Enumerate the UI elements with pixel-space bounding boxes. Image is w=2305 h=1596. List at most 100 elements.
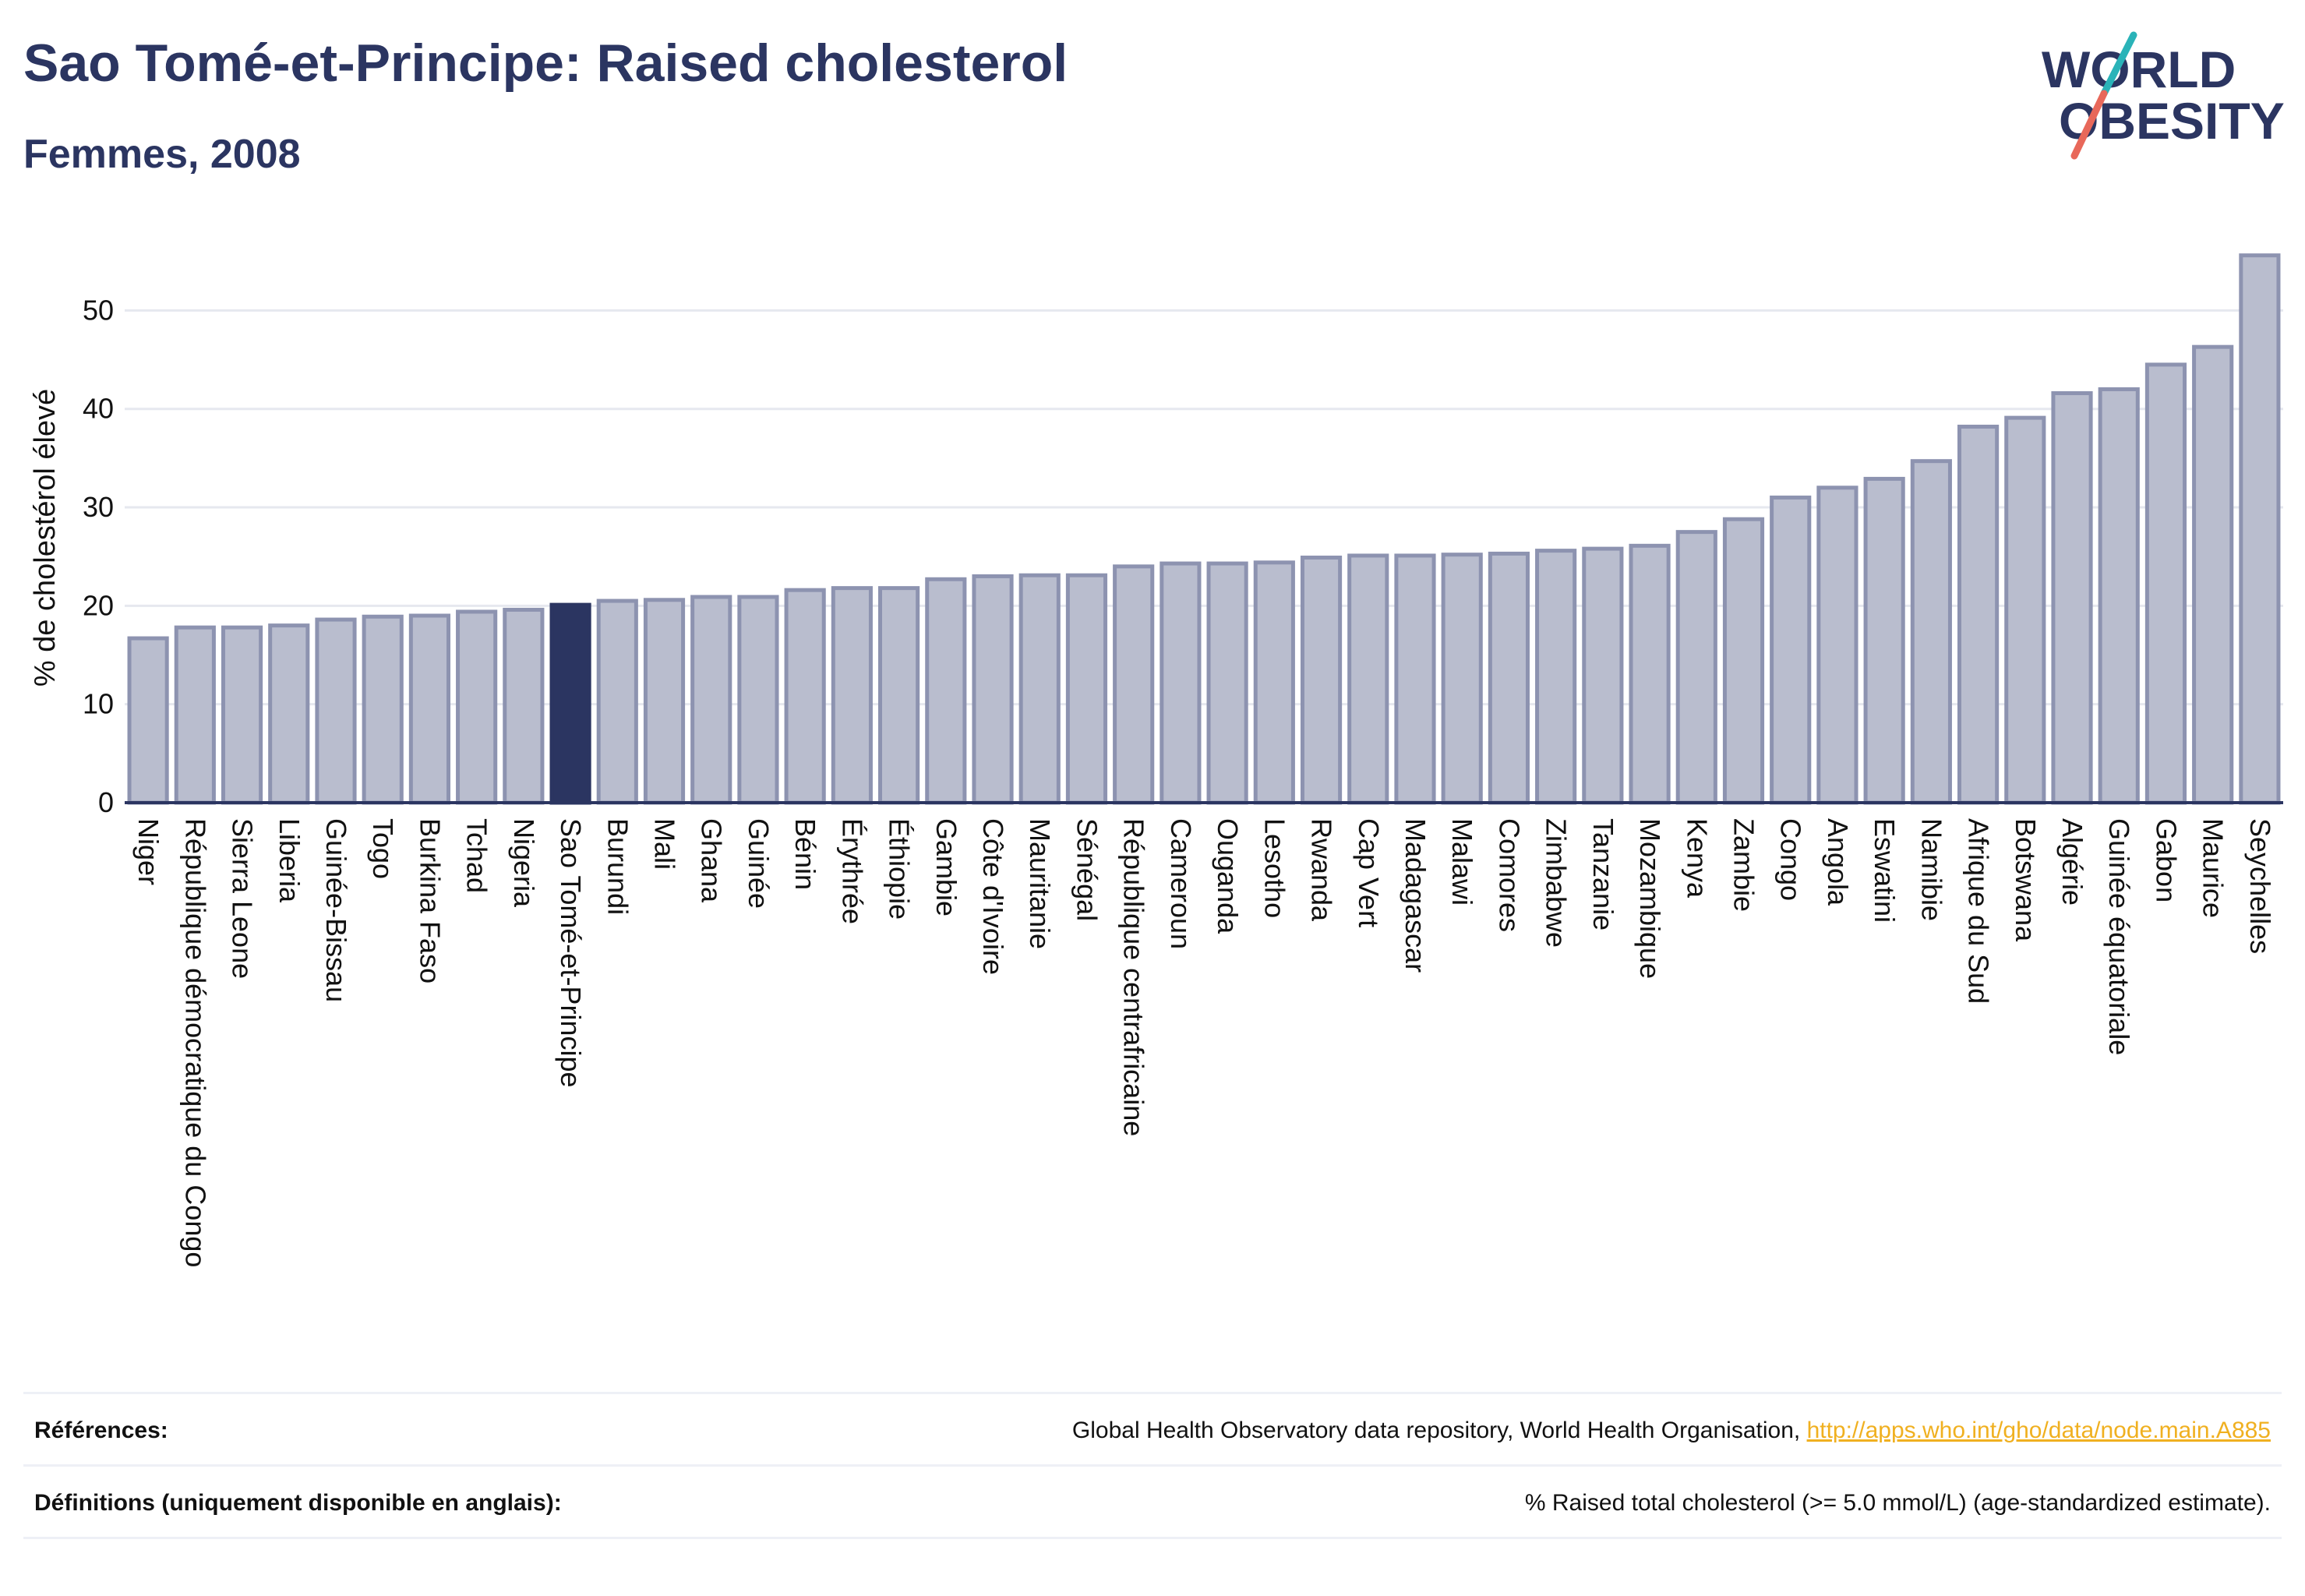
bar bbox=[1206, 561, 1248, 805]
y-tick-label: 0 bbox=[98, 786, 114, 818]
x-tick-label: Afrique du Sud bbox=[1963, 818, 1995, 1004]
bar bbox=[2192, 344, 2234, 805]
bar bbox=[690, 595, 732, 805]
bar bbox=[1065, 573, 1108, 805]
x-tick-label: Ghana bbox=[696, 818, 728, 903]
x-tick-label: Botswana bbox=[2010, 818, 2042, 942]
bar bbox=[1675, 530, 1717, 805]
references-link[interactable]: http://apps.who.int/gho/data/node.main.A… bbox=[1806, 1418, 2271, 1443]
bar bbox=[174, 625, 216, 805]
x-tick-label: Kenya bbox=[1681, 818, 1713, 899]
x-tick-label: Rwanda bbox=[1306, 818, 1338, 922]
bar bbox=[2098, 387, 2140, 805]
bar-chart: 0 10 20 30 40 50 Niger République démocratique… bbox=[29, 253, 2283, 1267]
x-tick-label: Niger bbox=[132, 818, 164, 885]
bar bbox=[1770, 495, 1812, 805]
bar bbox=[972, 574, 1014, 805]
bar bbox=[1253, 560, 1295, 805]
x-tick-label: Cameroun bbox=[1165, 818, 1197, 949]
x-tick-label: Gambie bbox=[930, 818, 962, 916]
references-table: Références: Global Health Observatory da… bbox=[23, 1392, 2282, 1539]
bar bbox=[1629, 543, 1671, 805]
x-tick-label: Guinée-Bissau bbox=[320, 818, 352, 1002]
y-tick-label: 20 bbox=[83, 589, 114, 621]
bar bbox=[2144, 362, 2187, 805]
x-tick-label: Ouganda bbox=[1212, 818, 1244, 934]
bar bbox=[1394, 553, 1436, 805]
x-tick-label: Nigeria bbox=[508, 818, 540, 908]
bar bbox=[1300, 555, 1343, 805]
x-axis-labels: Niger République démocratique du Congo Sie… bbox=[132, 818, 2276, 1267]
y-axis-label: % de cholestérol élevé bbox=[29, 389, 62, 687]
bar bbox=[1863, 476, 1905, 805]
definitions-label: Définitions (uniquement disponible en an… bbox=[34, 1490, 562, 1516]
bar bbox=[1816, 486, 1858, 805]
x-tick-label: Malawi bbox=[1446, 818, 1478, 906]
x-tick-label: Tchad bbox=[461, 818, 493, 893]
y-tick-label: 30 bbox=[83, 491, 114, 523]
bar bbox=[503, 607, 545, 805]
references-value: Global Health Observatory data repositor… bbox=[1072, 1414, 2271, 1447]
x-tick-label: Gabon bbox=[2150, 818, 2182, 902]
x-tick-label: Seychelles bbox=[2244, 818, 2276, 954]
x-tick-label: Zambie bbox=[1728, 818, 1760, 912]
bar bbox=[1535, 549, 1577, 805]
x-tick-label: Guinée bbox=[743, 818, 775, 909]
x-tick-label: Mali bbox=[649, 818, 681, 870]
x-tick-label: Burundi bbox=[602, 818, 634, 915]
x-tick-label: Congo bbox=[1775, 818, 1807, 901]
bar bbox=[2051, 391, 2093, 805]
bar bbox=[1347, 553, 1389, 805]
bar bbox=[1113, 564, 1155, 805]
x-tick-label: Sao Tomé-et-Principe bbox=[555, 818, 587, 1088]
bar bbox=[1160, 561, 1202, 805]
x-tick-label: Sénégal bbox=[1071, 818, 1103, 921]
bar bbox=[925, 577, 967, 805]
x-tick-label: Maurice bbox=[2197, 818, 2229, 918]
bar bbox=[408, 613, 451, 805]
x-tick-label: Lesotho bbox=[1258, 818, 1290, 918]
bar bbox=[268, 623, 310, 805]
references-row: Références: Global Health Observatory da… bbox=[23, 1392, 2282, 1464]
bar bbox=[315, 617, 357, 805]
x-tick-label: Bénin bbox=[789, 818, 821, 890]
bar bbox=[221, 625, 263, 805]
chart-title: Sao Tomé-et-Principe: Raised cholesterol bbox=[23, 34, 1068, 93]
bar bbox=[1910, 459, 1952, 805]
world-obesity-logo: WORLD OBESITY bbox=[2042, 31, 2285, 160]
bar bbox=[1018, 573, 1061, 805]
references-label: Références: bbox=[34, 1418, 168, 1443]
bar bbox=[1441, 553, 1483, 805]
x-tick-label: Comores bbox=[1493, 818, 1525, 932]
definitions-value: % Raised total cholesterol (>= 5.0 mmol/… bbox=[1524, 1490, 2271, 1516]
logo-slash-bottom bbox=[2070, 90, 2108, 160]
bar-highlighted bbox=[549, 602, 591, 805]
logo-slash-top bbox=[2100, 31, 2137, 97]
x-tick-label: Madagascar bbox=[1400, 818, 1431, 973]
bar bbox=[1488, 551, 1530, 805]
definitions-row: Définitions (uniquement disponible en an… bbox=[23, 1464, 2282, 1539]
bar bbox=[1957, 424, 2000, 805]
x-tick-label: Guinée équatoriale bbox=[2103, 818, 2135, 1055]
y-tick-label: 40 bbox=[83, 393, 114, 425]
y-tick-label: 50 bbox=[83, 294, 114, 326]
x-tick-label: Algérie bbox=[2056, 818, 2088, 906]
bar bbox=[1582, 546, 1624, 805]
bar bbox=[596, 598, 638, 805]
bar bbox=[831, 586, 873, 805]
x-tick-label: Cap Vert bbox=[1353, 818, 1385, 927]
x-tick-label: Angola bbox=[1822, 818, 1854, 906]
x-tick-label: Côte d'Ivoire bbox=[977, 818, 1009, 975]
x-tick-label: Eswatini bbox=[1869, 818, 1901, 923]
x-tick-label: Namibie bbox=[1915, 818, 1947, 921]
x-tick-label: Tanzanie bbox=[1587, 818, 1619, 930]
bar bbox=[2004, 415, 2046, 805]
x-tick-label: Érythrée bbox=[836, 818, 868, 924]
logo-line1: WORLD bbox=[2042, 41, 2236, 98]
bar bbox=[737, 595, 779, 805]
bar bbox=[1722, 517, 1765, 805]
y-tick-label: 10 bbox=[83, 688, 114, 720]
x-tick-label: Mauritanie bbox=[1024, 818, 1056, 949]
x-tick-label: Éthiopie bbox=[884, 818, 916, 920]
bar bbox=[878, 586, 920, 805]
